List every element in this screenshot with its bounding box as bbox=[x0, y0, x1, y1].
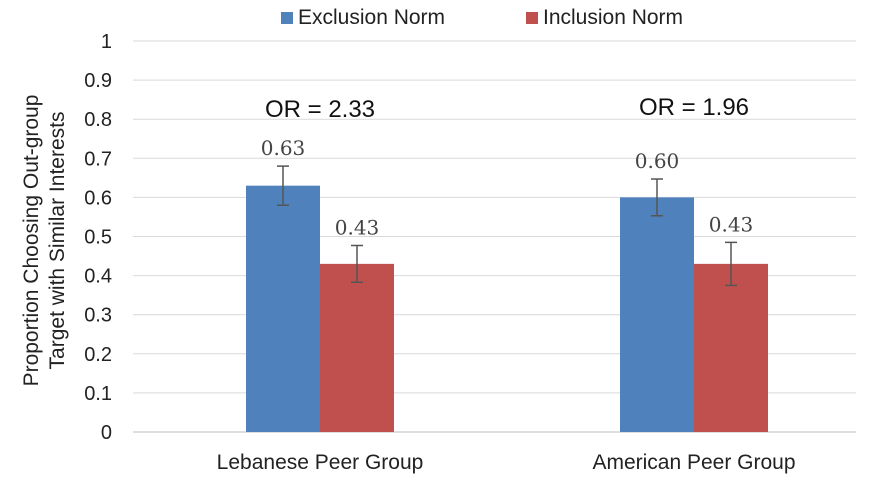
y-axis-title-line: Proportion Choosing Out-group bbox=[20, 95, 43, 387]
y-tick-label: 0 bbox=[101, 422, 112, 444]
legend-swatch bbox=[526, 12, 538, 24]
x-category-label: American Peer Group bbox=[592, 451, 795, 474]
y-tick-label: 0.1 bbox=[84, 383, 112, 405]
odds-ratio-annotation: OR = 1.96 bbox=[639, 94, 749, 121]
bar bbox=[694, 264, 768, 432]
y-tick-label: 0.3 bbox=[84, 305, 112, 327]
odds-ratio-annotation: OR = 2.33 bbox=[265, 96, 375, 123]
legend-label: Exclusion Norm bbox=[298, 6, 445, 29]
y-tick-label: 0.4 bbox=[84, 266, 112, 288]
bar bbox=[620, 197, 694, 432]
y-tick-label: 0.2 bbox=[84, 344, 112, 366]
bar bbox=[320, 264, 394, 432]
y-tick-label: 1 bbox=[101, 31, 112, 53]
legend-label: Inclusion Norm bbox=[543, 6, 683, 29]
bar bbox=[246, 186, 320, 432]
legend: Exclusion Norm Inclusion Norm bbox=[281, 6, 683, 29]
data-label: 0.63 bbox=[261, 136, 306, 160]
y-tick-label: 0.8 bbox=[84, 109, 112, 131]
data-label: 0.43 bbox=[709, 212, 754, 236]
data-label: 0.43 bbox=[335, 215, 380, 239]
y-tick-label: 0.5 bbox=[84, 227, 112, 249]
y-axis-ticks: 0 0.1 0.2 0.3 0.4 0.5 0.6 0.7 0.8 0.9 1 bbox=[84, 31, 112, 444]
y-tick-label: 0.7 bbox=[84, 148, 112, 170]
annotations: OR = 2.33 OR = 1.96 bbox=[265, 94, 749, 123]
legend-swatch bbox=[281, 12, 293, 24]
y-tick-label: 0.9 bbox=[84, 70, 112, 92]
y-axis-title: Proportion Choosing Out-group Target with… bbox=[20, 95, 69, 387]
x-axis-categories: Lebanese Peer Group American Peer Group bbox=[217, 451, 796, 474]
data-label: 0.60 bbox=[635, 149, 680, 173]
y-tick-label: 0.6 bbox=[84, 187, 112, 209]
bars bbox=[246, 186, 768, 432]
x-category-label: Lebanese Peer Group bbox=[217, 451, 424, 474]
y-axis-title-line: Target with Similar Interests bbox=[46, 112, 69, 370]
